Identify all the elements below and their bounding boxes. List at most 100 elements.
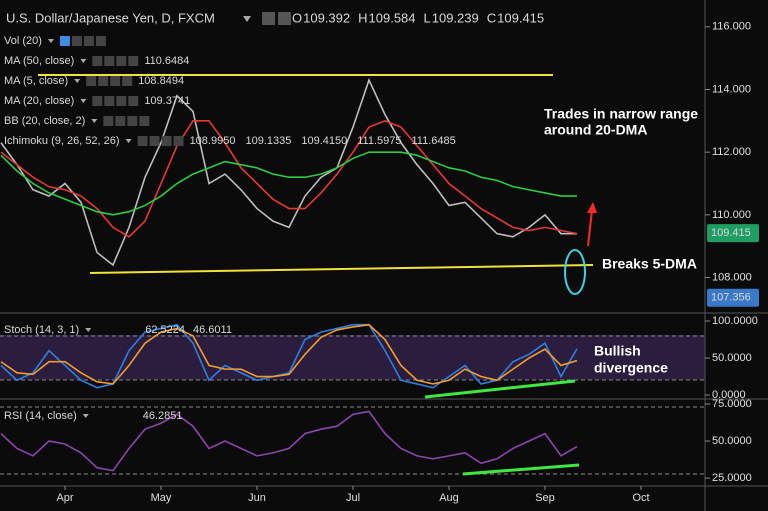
ohlc-value: 109.239 [432,10,479,25]
icon[interactable] [92,56,103,66]
icon[interactable] [92,96,103,106]
price-label-box [707,288,759,307]
dropdown[interactable] [82,414,89,418]
icon[interactable] [71,36,82,46]
icon[interactable] [59,36,70,46]
dropdown[interactable] [74,79,81,83]
ohlc-value: 109.392 [303,10,350,25]
arrow-head [587,202,597,213]
dropdown[interactable] [47,39,54,43]
icon[interactable] [278,12,291,25]
ohlc-key: H [358,10,367,25]
y-tick-label: 114.000 [712,83,751,95]
support-line [89,264,594,274]
series-line [0,151,577,216]
plot [0,77,578,472]
price-label-box [707,224,759,243]
ohlc-key: C [487,10,496,25]
icon[interactable] [128,56,139,66]
indicator-value: 109.3741 [144,95,190,107]
icon[interactable] [95,36,106,46]
series-line [0,119,578,238]
ohlc-key: L [424,10,431,25]
series-line [0,323,578,389]
indicator-value: 62.5224 [145,324,185,336]
y-tick-label: 50.0000 [712,352,752,364]
icon[interactable] [262,12,275,25]
series-line [0,323,578,385]
annotation: Trades in narrow range [544,106,698,122]
indicator-value: 108.9950 [190,135,236,147]
icon[interactable] [122,76,133,86]
arrow [587,209,593,247]
icon[interactable] [116,56,127,66]
icon[interactable] [161,136,172,146]
annotation: Bullish [594,343,641,359]
indicator-value: 109.4150 [301,135,347,147]
annotation: Breaks 5-DMA [602,256,697,272]
ohlc-value: 109.584 [369,10,416,25]
x-tick-label: Oct [632,492,649,504]
indicator-value: 111.6485 [411,135,455,147]
y-tick-label: 112.000 [712,146,751,158]
y-tick-label: 100.0000 [712,315,758,327]
x-tick-label: Aug [439,492,459,504]
icon[interactable] [104,96,115,106]
dropdown[interactable] [91,119,98,123]
dropdown[interactable] [80,99,87,103]
indicator-value: 46.2851 [143,410,183,422]
y-tick-label: 110.000 [712,209,751,221]
indicator-label: BB (20, close, 2) [4,115,85,127]
icon[interactable] [110,76,121,86]
icon[interactable] [103,116,114,126]
icon[interactable] [116,96,127,106]
price-label: 107.356 [711,292,751,304]
indicator-value: 108.8494 [138,75,184,87]
series-line [0,410,578,472]
annotation: around 20-DMA [544,122,647,138]
icon[interactable] [83,36,94,46]
indicator-value: 109.1335 [245,135,291,147]
icon[interactable] [104,56,115,66]
icon[interactable] [139,116,150,126]
series-line [0,77,577,267]
icon[interactable] [115,116,126,126]
icon[interactable] [98,76,109,86]
indicator-value: 46.6011 [193,324,232,336]
dropdown[interactable] [85,328,92,332]
indicator-label: RSI (14, close) [4,410,77,422]
indicator-label: Vol (20) [4,35,42,47]
divergence-line [424,379,576,399]
x-tick-label: Jul [346,492,360,504]
icon[interactable] [137,136,148,146]
icon[interactable] [128,96,139,106]
stoch-band [0,335,705,380]
y-tick-label: 116.000 [712,21,751,33]
y-tick-label: 0.0000 [712,389,746,401]
dropdown[interactable] [80,59,87,63]
highlight-ellipse [564,249,586,295]
icon[interactable] [173,136,184,146]
indicator-label: Stoch (14, 3, 1) [4,324,79,336]
divergence-line [462,463,580,476]
symbol: U.S. Dollar/Japanese Yen, D, FXCM [6,10,215,25]
x-tick-label: May [151,492,172,504]
icon[interactable] [127,116,138,126]
indicator-label: Ichimoku (9, 26, 52, 26) [4,135,120,147]
x-tick-label: Jun [248,492,266,504]
indicator-label: MA (5, close) [4,75,68,87]
x-tick-label: Apr [56,492,73,504]
indicator-label: MA (20, close) [4,95,74,107]
ohlc-value: 109.415 [497,10,544,25]
icon[interactable] [149,136,160,146]
dropdown[interactable] [125,139,132,143]
dropdown[interactable] [243,16,251,22]
price-label: 109.415 [711,227,751,239]
icon[interactable] [86,76,97,86]
indicator-value: 110.6484 [144,55,189,67]
annotation: divergence [594,360,668,376]
y-tick-label: 75.0000 [712,398,752,410]
indicator-value: 111.5975 [357,135,401,147]
x-tick-label: Sep [535,492,555,504]
